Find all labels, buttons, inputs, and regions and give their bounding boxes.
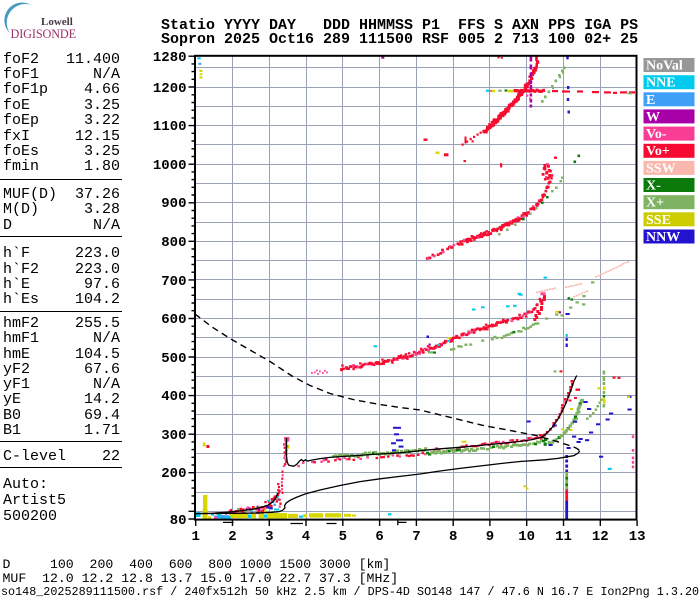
svg-text:X+: X+ [646, 196, 664, 211]
svg-text:SSE: SSE [646, 213, 671, 228]
svg-text:NNE: NNE [646, 76, 676, 91]
svg-text:NNW: NNW [646, 230, 680, 245]
svg-text:SSW: SSW [646, 161, 676, 176]
svg-text:Vo+: Vo+ [646, 144, 670, 159]
svg-text:NoVal: NoVal [646, 59, 683, 74]
svg-text:Vo-: Vo- [646, 127, 667, 142]
svg-text:W: W [646, 110, 660, 125]
svg-text:E: E [646, 93, 655, 108]
svg-text:X-: X- [646, 179, 661, 194]
